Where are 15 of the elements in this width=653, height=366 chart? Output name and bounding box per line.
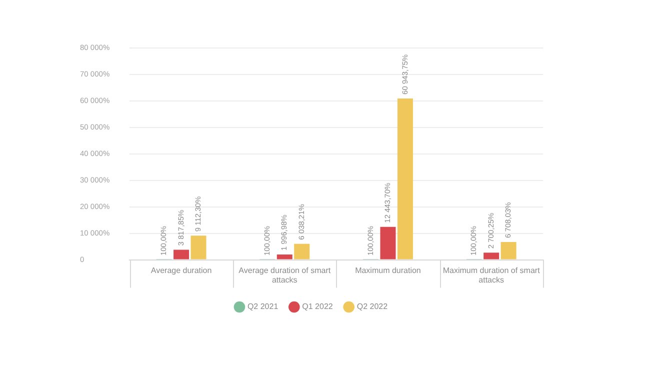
x-tick-label: Maximum duration of smart attacks xyxy=(442,266,541,284)
bar xyxy=(380,226,396,260)
bar xyxy=(500,242,516,260)
bar xyxy=(484,252,500,260)
x-tick-label: Average duration xyxy=(150,266,212,275)
x-tick-label: Maximum duration xyxy=(355,266,421,275)
legend-label: Q2 2021 xyxy=(247,302,279,312)
bar xyxy=(174,250,190,260)
bar xyxy=(397,98,413,260)
bar xyxy=(190,236,206,260)
legend-label: Q2 2022 xyxy=(356,302,388,312)
x-tick-label: Average duration of smart attacks xyxy=(238,266,332,284)
legend-label: Q1 2022 xyxy=(302,302,334,312)
bar xyxy=(294,244,310,260)
bar xyxy=(276,254,292,260)
